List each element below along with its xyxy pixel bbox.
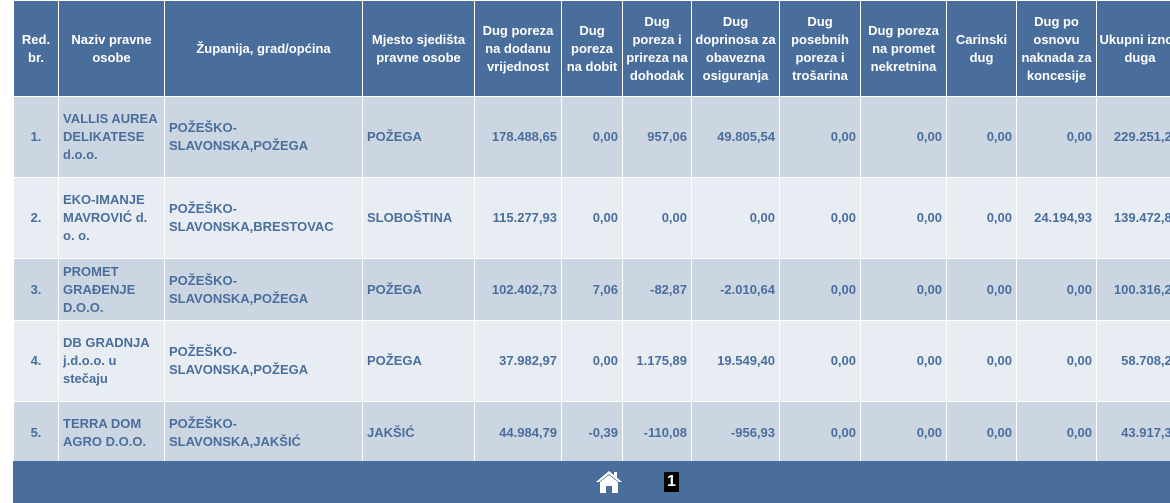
cell-pdv: 44.984,79 <box>474 401 562 465</box>
header-red-br: Red. br. <box>13 0 59 97</box>
cell-ukupno: 58.708,26 <box>1096 320 1170 402</box>
cell-pdv: 37.982,97 <box>474 320 562 402</box>
cell-koncesije: 0,00 <box>1016 258 1097 321</box>
table-row: 5. TERRA DOM AGRO D.O.O. POŽEŠKO-SLAVONS… <box>13 401 1170 465</box>
cell-dobit: 0,00 <box>561 96 623 178</box>
cell-dohodak: -82,87 <box>622 258 692 321</box>
cell-mjesto: POŽEGA <box>362 96 475 178</box>
cell-ukupno: 100.316,28 <box>1096 258 1170 321</box>
cell-ukupno: 229.251,25 <box>1096 96 1170 178</box>
header-mjesto: Mjesto sjedišta pravne osobe <box>362 0 475 97</box>
cell-zupanija: POŽEŠKO-SLAVONSKA,POŽEGA <box>164 258 363 321</box>
cell-rb: 2. <box>13 177 59 259</box>
cell-koncesije: 0,00 <box>1016 96 1097 178</box>
cell-naziv: EKO-IMANJE MAVROVIĆ d. o. o. <box>58 177 165 259</box>
cell-pdv: 178.488,65 <box>474 96 562 178</box>
table-row: 2. EKO-IMANJE MAVROVIĆ d. o. o. POŽEŠKO-… <box>13 177 1170 259</box>
header-dobit: Dug poreza na dobit <box>561 0 623 97</box>
cell-posebni: 0,00 <box>779 401 861 465</box>
cell-doprinosi: 0,00 <box>691 177 780 259</box>
header-doprinosi: Dug doprinosa za obavezna osiguranja <box>691 0 780 97</box>
cell-carinski: 0,00 <box>946 320 1017 402</box>
cell-dohodak: 957,06 <box>622 96 692 178</box>
cell-dohodak: -110,08 <box>622 401 692 465</box>
home-icon[interactable] <box>595 469 623 495</box>
cell-doprinosi: 49.805,54 <box>691 96 780 178</box>
cell-naziv: PROMET GRAĐENJE D.O.O. <box>58 258 165 321</box>
cell-mjesto: SLOBOŠTINA <box>362 177 475 259</box>
cell-zupanija: POŽEŠKO-SLAVONSKA,BRESTOVAC <box>164 177 363 259</box>
cell-rb: 4. <box>13 320 59 402</box>
cell-koncesije: 0,00 <box>1016 401 1097 465</box>
cell-koncesije: 24.194,93 <box>1016 177 1097 259</box>
table-header-row: Red. br. Naziv pravne osobe Županija, gr… <box>13 0 1170 97</box>
header-naziv: Naziv pravne osobe <box>58 0 165 97</box>
cell-rb: 5. <box>13 401 59 465</box>
cell-zupanija: POŽEŠKO-SLAVONSKA,JAKŠIĆ <box>164 401 363 465</box>
cell-doprinosi: -2.010,64 <box>691 258 780 321</box>
header-carinski: Carinski dug <box>946 0 1017 97</box>
cell-koncesije: 0,00 <box>1016 320 1097 402</box>
cell-promet: 0,00 <box>860 401 947 465</box>
cell-naziv: DB GRADNJA j.d.o.o. u stečaju <box>58 320 165 402</box>
header-dohodak: Dug poreza i prireza na dohodak <box>622 0 692 97</box>
cell-naziv: VALLIS AUREA DELIKATESE d.o.o. <box>58 96 165 178</box>
cell-pdv: 102.402,73 <box>474 258 562 321</box>
cell-mjesto: JAKŠIĆ <box>362 401 475 465</box>
cell-doprinosi: -956,93 <box>691 401 780 465</box>
cell-promet: 0,00 <box>860 177 947 259</box>
header-zupanija: Županija, grad/općina <box>164 0 363 97</box>
cell-zupanija: POŽEŠKO-SLAVONSKA,POŽEGA <box>164 320 363 402</box>
cell-mjesto: POŽEGA <box>362 258 475 321</box>
cell-carinski: 0,00 <box>946 258 1017 321</box>
cell-carinski: 0,00 <box>946 96 1017 178</box>
cell-ukupno: 139.472,86 <box>1096 177 1170 259</box>
debtors-table-container: Red. br. Naziv pravne osobe Županija, gr… <box>13 0 1170 465</box>
cell-dohodak: 1.175,89 <box>622 320 692 402</box>
cell-mjesto: POŽEGA <box>362 320 475 402</box>
pagination-bar: 1 <box>13 461 1170 503</box>
cell-rb: 1. <box>13 96 59 178</box>
cell-dobit: 0,00 <box>561 320 623 402</box>
table-row: 3. PROMET GRAĐENJE D.O.O. POŽEŠKO-SLAVON… <box>13 258 1170 321</box>
header-pdv: Dug poreza na dodanu vrijednost <box>474 0 562 97</box>
header-promet: Dug poreza na promet nekretnina <box>860 0 947 97</box>
debtors-table: Red. br. Naziv pravne osobe Županija, gr… <box>13 0 1170 465</box>
table-row: 1. VALLIS AUREA DELIKATESE d.o.o. POŽEŠK… <box>13 96 1170 178</box>
cell-posebni: 0,00 <box>779 96 861 178</box>
cell-posebni: 0,00 <box>779 177 861 259</box>
cell-ukupno: 43.917,39 <box>1096 401 1170 465</box>
cell-pdv: 115.277,93 <box>474 177 562 259</box>
header-ukupno: Ukupni iznos duga <box>1096 0 1170 97</box>
table-row: 4. DB GRADNJA j.d.o.o. u stečaju POŽEŠKO… <box>13 320 1170 402</box>
cell-doprinosi: 19.549,40 <box>691 320 780 402</box>
cell-naziv: TERRA DOM AGRO D.O.O. <box>58 401 165 465</box>
cell-promet: 0,00 <box>860 258 947 321</box>
cell-dohodak: 0,00 <box>622 177 692 259</box>
header-koncesije: Dug po osnovu naknada za koncesije <box>1016 0 1097 97</box>
cell-dobit: 7,06 <box>561 258 623 321</box>
cell-posebni: 0,00 <box>779 258 861 321</box>
cell-dobit: 0,00 <box>561 177 623 259</box>
page-number-current[interactable]: 1 <box>664 472 679 492</box>
cell-promet: 0,00 <box>860 320 947 402</box>
cell-posebni: 0,00 <box>779 320 861 402</box>
cell-carinski: 0,00 <box>946 401 1017 465</box>
cell-zupanija: POŽEŠKO-SLAVONSKA,POŽEGA <box>164 96 363 178</box>
cell-promet: 0,00 <box>860 96 947 178</box>
cell-dobit: -0,39 <box>561 401 623 465</box>
header-posebni: Dug posebnih poreza i trošarina <box>779 0 861 97</box>
cell-carinski: 0,00 <box>946 177 1017 259</box>
cell-rb: 3. <box>13 258 59 321</box>
